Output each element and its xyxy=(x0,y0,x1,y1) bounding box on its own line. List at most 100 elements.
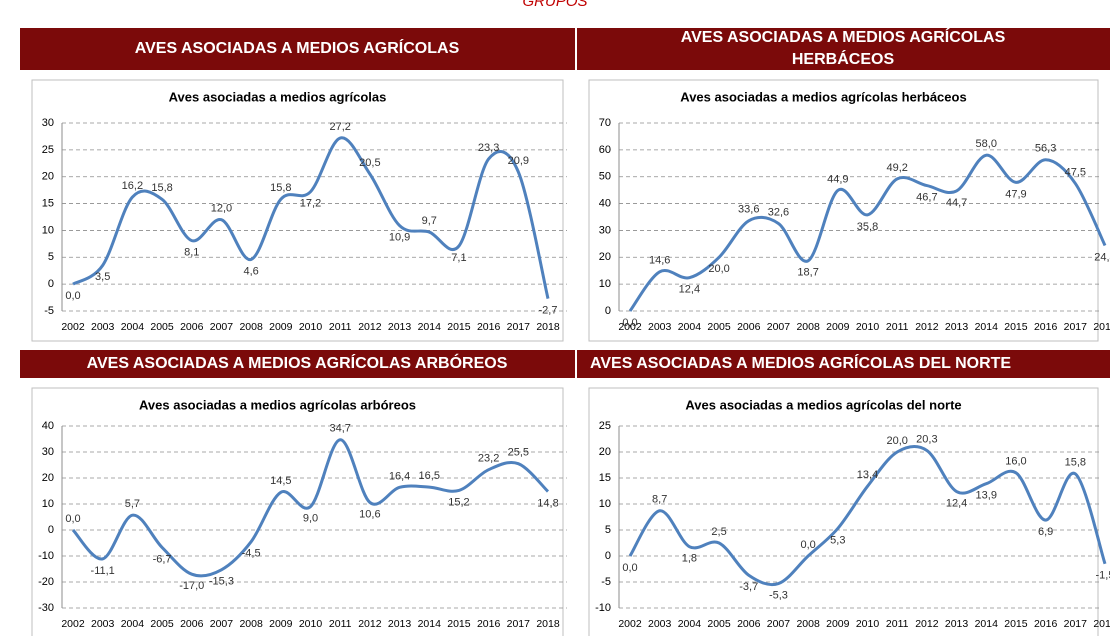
x-tick-label: 2005 xyxy=(150,618,174,630)
data-label: 15,8 xyxy=(270,182,291,194)
x-tick-label: 2018 xyxy=(536,321,560,333)
x-tick-label: 2008 xyxy=(796,618,820,630)
line xyxy=(71,438,550,578)
x-tick-label: 2015 xyxy=(1004,321,1028,333)
x-tick-label: 2016 xyxy=(1034,321,1058,333)
header-cell xyxy=(577,350,1110,378)
data-label: 23,2 xyxy=(478,453,499,465)
x-tick-label: 2018 xyxy=(1093,321,1110,333)
x-tick-label: 2003 xyxy=(91,321,115,333)
x-tick-label: 2008 xyxy=(239,618,263,630)
x-tick-label: 2014 xyxy=(418,321,442,333)
y-tick-label: 5 xyxy=(48,251,54,263)
x-tick-label: 2009 xyxy=(269,618,293,630)
y-tick-label: -5 xyxy=(44,305,54,317)
y-tick-label: 30 xyxy=(599,224,611,236)
x-tick-label: 2017 xyxy=(1064,321,1088,333)
data-label: -15,3 xyxy=(209,576,234,588)
data-label: 13,4 xyxy=(857,469,878,481)
y-tick-label: -30 xyxy=(38,602,54,614)
x-tick-label: 2008 xyxy=(239,321,263,333)
x-tick-label: 2004 xyxy=(121,618,145,630)
data-label: 16,4 xyxy=(389,470,410,482)
data-label: 12,4 xyxy=(946,497,967,509)
data-label: 1,8 xyxy=(682,553,697,565)
x-tick-label: 2009 xyxy=(826,321,850,333)
data-label: 20,0 xyxy=(886,435,907,447)
chart-title: Aves asociadas a medios agrícolas xyxy=(169,89,387,104)
x-tick-label: 2017 xyxy=(507,618,531,630)
y-tick-label: -5 xyxy=(601,576,611,588)
data-label: 33,6 xyxy=(738,204,759,216)
x-tick-label: 2005 xyxy=(150,321,174,333)
data-label: 0,0 xyxy=(65,513,80,525)
x-tick-label: 2013 xyxy=(388,618,412,630)
data-label: 34,7 xyxy=(329,423,350,435)
header: AVES ASOCIADAS A MEDIOS AGRÍCOLAS ARBÓRE… xyxy=(87,353,508,372)
data-label: 25,5 xyxy=(508,447,529,459)
header: AVES ASOCIADAS A MEDIOS AGRÍCOLAS DEL NO… xyxy=(590,353,1011,372)
line xyxy=(72,136,550,299)
data-label: 16,2 xyxy=(122,180,143,192)
data-label: 20,9 xyxy=(508,155,529,167)
y-tick-label: 25 xyxy=(42,144,54,156)
x-tick-label: 2012 xyxy=(358,321,382,333)
chart-frame xyxy=(31,79,564,342)
x-tick-label: 2005 xyxy=(707,618,731,630)
data-label: 0,0 xyxy=(622,317,637,329)
data-label: 0,0 xyxy=(65,290,80,302)
data-label: 58,0 xyxy=(976,138,997,150)
chart-title: Aves asociadas a medios agrícolas arbóre… xyxy=(139,397,416,412)
x-tick-label: 2017 xyxy=(1064,618,1088,630)
x-tick-label: 2003 xyxy=(648,618,672,630)
y-tick-label: 0 xyxy=(48,278,54,290)
chart-title: Aves asociadas a medios agrícolas herbác… xyxy=(680,89,966,104)
data-label: 10,6 xyxy=(359,508,380,520)
header-cell xyxy=(20,28,575,70)
x-tick-label: 2004 xyxy=(678,618,702,630)
data-label: 23,3 xyxy=(478,142,499,154)
data-label: -3,7 xyxy=(739,581,758,593)
x-tick-label: 2010 xyxy=(299,321,323,333)
x-tick-label: 2007 xyxy=(210,321,234,333)
data-label: 6,9 xyxy=(1038,526,1053,538)
data-label: 12,4 xyxy=(679,284,700,296)
y-tick-label: 20 xyxy=(42,472,54,484)
data-label: 20,0 xyxy=(708,263,729,275)
x-tick-label: 2012 xyxy=(915,618,939,630)
data-label: 46,7 xyxy=(916,191,937,203)
x-tick-label: 2002 xyxy=(618,618,642,630)
y-tick-label: 10 xyxy=(42,498,54,510)
x-tick-label: 2011 xyxy=(886,618,909,630)
y-tick-label: 30 xyxy=(42,117,54,129)
x-tick-label: 2015 xyxy=(447,321,471,333)
x-tick-label: 2011 xyxy=(329,321,352,333)
x-tick-label: 2008 xyxy=(796,321,820,333)
chart-frame xyxy=(588,387,1099,636)
y-tick-label: 25 xyxy=(599,420,611,432)
x-tick-label: 2005 xyxy=(707,321,731,333)
header-cell xyxy=(577,28,1110,70)
x-tick-label: 2017 xyxy=(507,321,531,333)
x-tick-label: 2007 xyxy=(767,618,791,630)
data-label: 15,8 xyxy=(1065,457,1086,469)
x-tick-label: 2012 xyxy=(358,618,382,630)
x-tick-label: 2007 xyxy=(210,618,234,630)
data-label: 14,5 xyxy=(270,475,291,487)
y-tick-label: 40 xyxy=(599,197,611,209)
data-label: 35,8 xyxy=(857,221,878,233)
data-label: 16,0 xyxy=(1005,456,1026,468)
data-label: 0,0 xyxy=(622,562,637,574)
data-label: 15,8 xyxy=(151,182,172,194)
data-label: -17,0 xyxy=(179,580,204,592)
x-tick-label: 2002 xyxy=(61,321,85,333)
x-tick-label: 2015 xyxy=(1004,618,1028,630)
x-tick-label: 2006 xyxy=(737,618,761,630)
data-label: 10,9 xyxy=(389,232,410,244)
line xyxy=(628,444,1107,587)
y-tick-label: 10 xyxy=(42,224,54,236)
y-tick-label: 20 xyxy=(599,446,611,458)
x-tick-label: 2010 xyxy=(856,321,880,333)
data-label: -1,5 xyxy=(1096,570,1110,582)
